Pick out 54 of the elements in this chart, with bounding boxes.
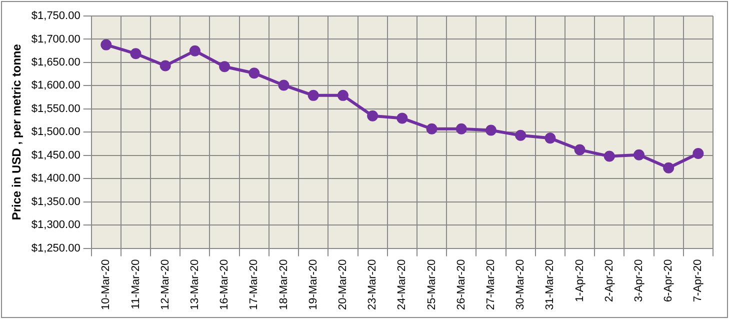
point — [189, 45, 200, 56]
y-tick-label: $1,400.00 — [31, 172, 80, 185]
x-tick-label: 17-Mar-20 — [248, 259, 260, 310]
x-tick-label: 18-Mar-20 — [278, 259, 290, 310]
point — [248, 68, 260, 79]
x-tick-label: 6-Apr-20 — [662, 259, 675, 302]
x-tick-label: 31-Mar-20 — [544, 259, 556, 310]
y-tick-label: $1,500.00 — [31, 126, 80, 138]
y-tick-label: $1,650.00 — [31, 56, 80, 68]
point — [515, 130, 526, 141]
point — [337, 90, 348, 101]
x-tick-label: 11-Mar-20 — [130, 259, 142, 310]
point — [130, 48, 142, 60]
y-tick-label: $1,700.00 — [31, 33, 80, 46]
point — [663, 162, 674, 174]
point — [574, 144, 586, 156]
x-tick-label: 27-Mar-20 — [485, 259, 498, 310]
y-tick-label: $1,550.00 — [31, 102, 80, 115]
point — [100, 39, 112, 50]
x-tick-label: 26-Mar-20 — [455, 259, 468, 310]
y-tick-label: $1,250.00 — [31, 242, 80, 254]
point — [485, 124, 496, 136]
x-tick-label: 24-Mar-20 — [396, 259, 408, 310]
x-tick-label: 3-Apr-20 — [633, 259, 646, 302]
x-tick-label: 13-Mar-20 — [188, 259, 201, 310]
point — [456, 123, 467, 134]
x-tick-label: 2-Apr-20 — [603, 259, 616, 302]
point — [367, 110, 378, 122]
y-axis-title: Price in USD , per metric tonne — [10, 44, 24, 220]
x-tick-label: 23-Mar-20 — [366, 259, 379, 310]
point — [308, 90, 319, 101]
x-tick-label: 10-Mar-20 — [100, 259, 112, 310]
x-tick-label: 20-Mar-20 — [336, 259, 349, 310]
point — [426, 123, 438, 134]
point — [278, 80, 290, 91]
x-tick-label: 19-Mar-20 — [307, 259, 320, 310]
x-tick-label: 7-Apr-20 — [692, 259, 704, 302]
y-tick-label: $1,450.00 — [31, 149, 80, 162]
point — [160, 60, 171, 72]
y-tick-label: $1,300.00 — [31, 219, 80, 232]
x-tick-label: 12-Mar-20 — [159, 259, 172, 310]
x-tick-label: 1-Apr-20 — [574, 259, 586, 302]
point — [396, 112, 408, 124]
x-tick-label: 16-Mar-20 — [218, 259, 231, 310]
point — [544, 132, 556, 144]
y-tick-label: $1,750.00 — [31, 10, 80, 22]
point — [692, 148, 704, 159]
y-tick-label: $1,600.00 — [31, 80, 80, 92]
x-tick-label: 30-Mar-20 — [514, 259, 527, 310]
x-tick-label: 25-Mar-20 — [426, 259, 438, 310]
point — [219, 61, 230, 72]
point — [604, 150, 615, 162]
point — [633, 149, 644, 160]
y-tick-label: $1,350.00 — [31, 196, 80, 208]
